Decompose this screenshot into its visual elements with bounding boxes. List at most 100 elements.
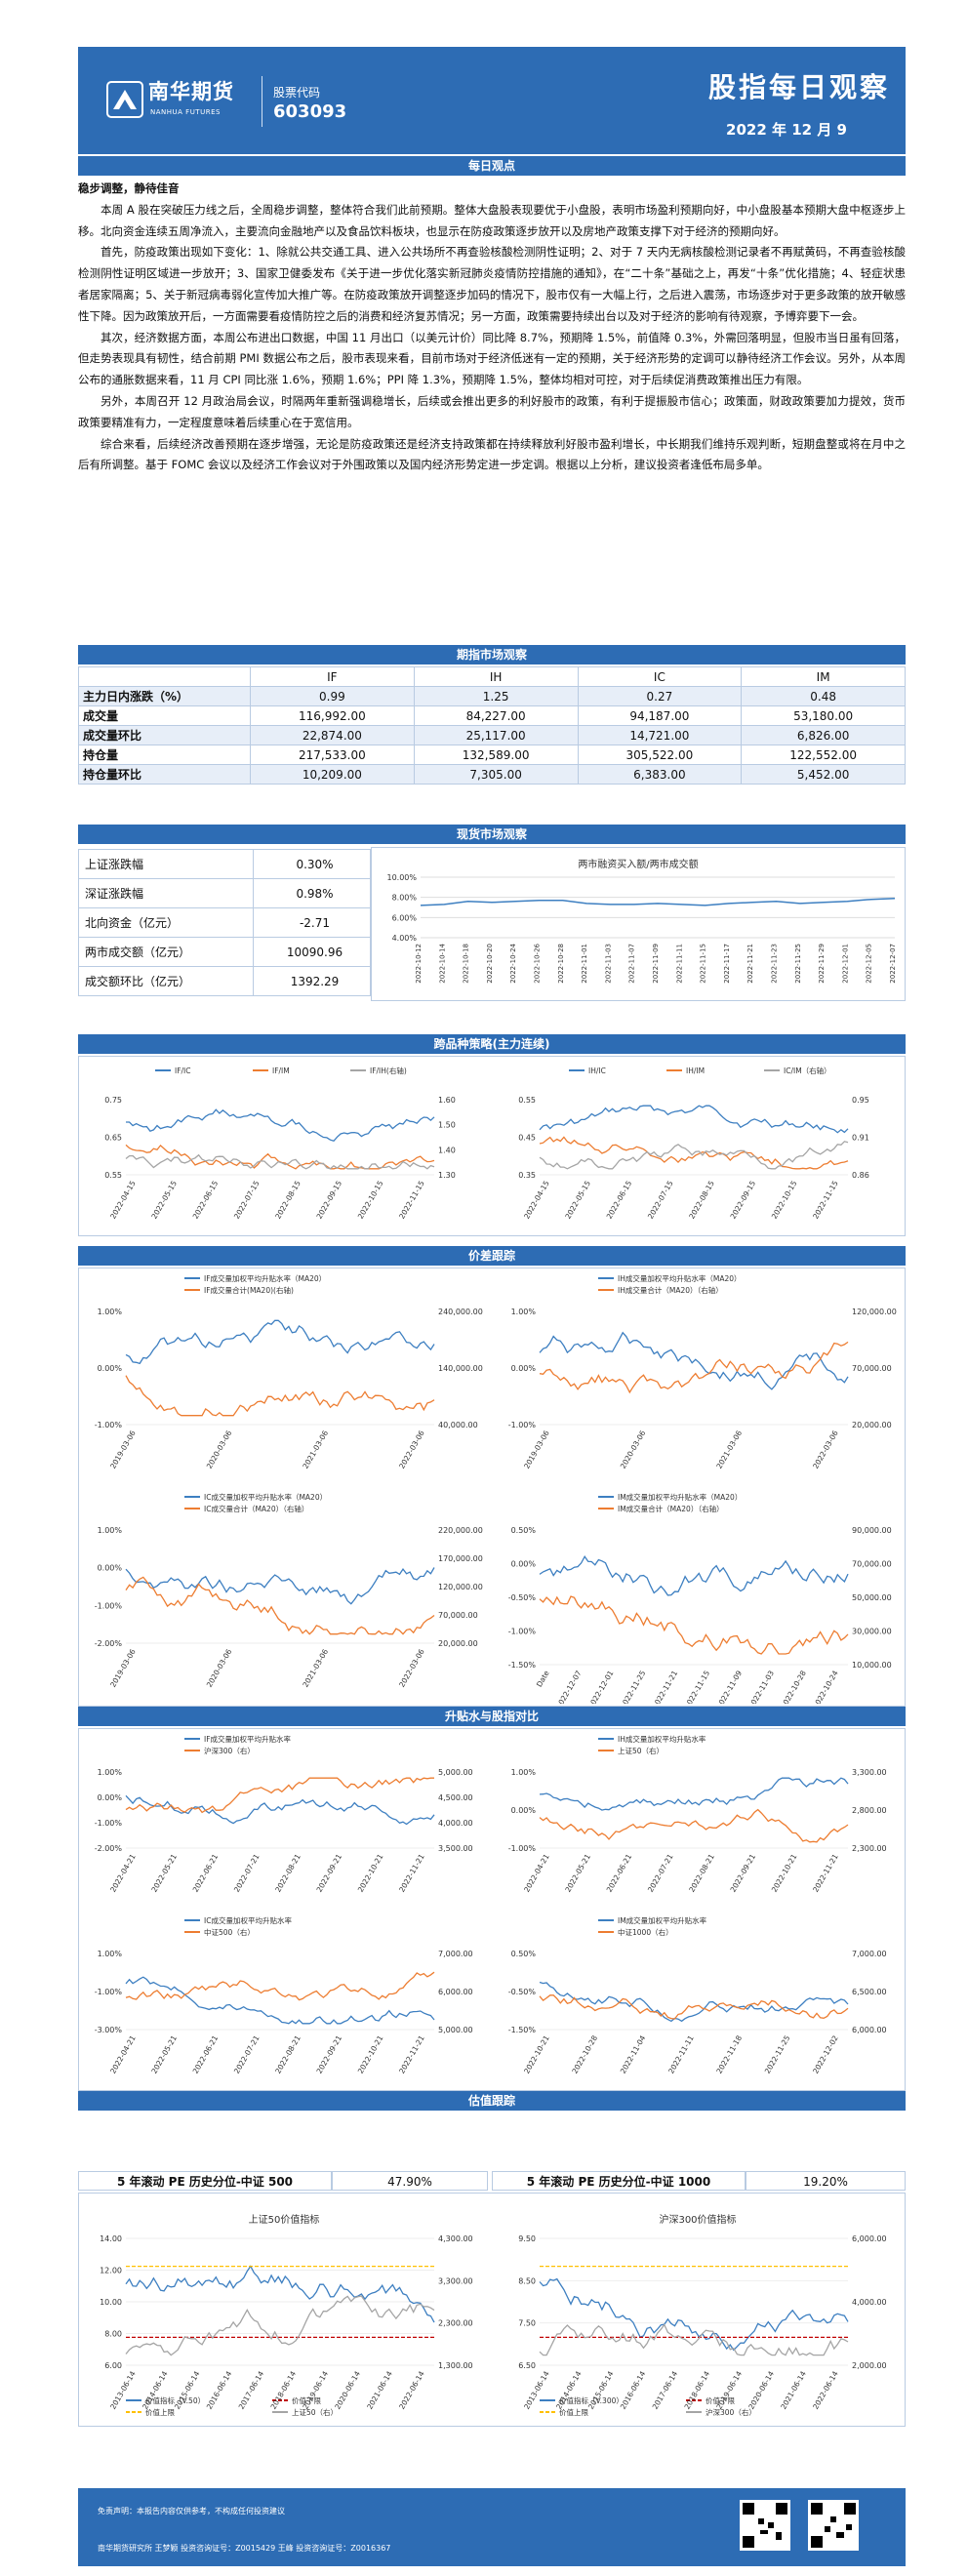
y-tick-label: 7.50 xyxy=(518,2319,536,2328)
x-tick-label: 2022-12-01 xyxy=(586,1669,616,1704)
cell-value: 0.99 xyxy=(250,686,415,706)
x-tick-label: 2022-10-12 xyxy=(415,944,423,984)
y-tick-label: 6.50 xyxy=(518,2361,536,2370)
y-tick-label: 4,500.00 xyxy=(438,1793,473,1802)
chart-title: 两市融资买入额/两市成交额 xyxy=(578,858,698,870)
x-tick-label: 2022-11-15 xyxy=(811,1179,840,1220)
y-tick-label: 1.00% xyxy=(511,1768,537,1777)
x-tick-label: 2022-06-15 xyxy=(191,1179,221,1220)
series-line xyxy=(125,1153,435,1170)
y-tick-label: 0.45 xyxy=(518,1134,536,1143)
legend-label: IF成交量合计(MA20)(右轴) xyxy=(204,1285,294,1295)
x-tick-label: 2021-03-06 xyxy=(301,1647,330,1688)
x-tick-label: 2022-10-24 xyxy=(811,1669,840,1704)
cell-value: 94,187.00 xyxy=(577,705,743,726)
x-tick-label: 2022-10-15 xyxy=(356,1179,385,1220)
x-tick-label: 2022-10-28 xyxy=(779,1669,808,1704)
y-tick-label: 6.00% xyxy=(392,913,418,922)
y-tick-label: 0.00% xyxy=(98,1564,123,1573)
cell-value: 84,227.00 xyxy=(413,705,579,726)
cell-value: 116,992.00 xyxy=(250,705,415,726)
legend-label: IC/IM（右轴） xyxy=(784,1066,831,1075)
x-tick-label: 2022-04-21 xyxy=(522,1852,551,1893)
legend-label: 价值下限 xyxy=(292,2395,321,2405)
cell-value: 122,552.00 xyxy=(741,745,906,765)
nanhua-logo-icon xyxy=(106,81,143,118)
x-tick-label: 2022-05-15 xyxy=(563,1179,592,1220)
legend-label: IH成交量加权平均升贴水率（MA20） xyxy=(618,1273,742,1283)
y-tick-label: 8.50 xyxy=(518,2276,536,2285)
cell-value: 25,117.00 xyxy=(413,725,579,745)
price-chart-im: IM成交量加权平均升贴水率（MA20） IM成交量合计（MA20）（右轴） 0.50… xyxy=(508,1492,892,1704)
y-tick-label: -2.00% xyxy=(95,1844,123,1853)
daily-headline: 稳步调整，静待佳音 xyxy=(78,181,180,195)
x-tick-label: 2019-03-06 xyxy=(108,1429,138,1469)
pe-percentile-label-500: 5 年滚动 PE 历史分位-中证 500 xyxy=(78,2171,332,2191)
series-line xyxy=(539,1994,849,2020)
x-tick-label: 2022-11-17 xyxy=(723,944,731,984)
x-tick-label: 2022-11-11 xyxy=(675,944,683,984)
brand-english: NANHUA FUTURES xyxy=(150,108,221,116)
y-tick-label: 5,000.00 xyxy=(438,2026,473,2034)
series-line xyxy=(539,1141,849,1170)
cell-value: 0.27 xyxy=(577,686,743,706)
cell-value: 1.25 xyxy=(413,686,579,706)
y-tick-label: 40,000.00 xyxy=(438,1421,478,1429)
x-tick-label: 2020-06-14 xyxy=(746,2369,776,2410)
daily-view-text: 稳步调整，静待佳音 本周 A 股在突破压力线之后，全周稳步调整，整体符合我们此前… xyxy=(78,179,906,476)
price-spread-charts: IF成交量加权平均升贴水率（MA20） IF成交量合计(MA20)(右轴) 1.00… xyxy=(78,1268,906,1707)
x-tick-label: 2022-11-25 xyxy=(794,944,802,984)
spread-charts: IF/IC IF/IM IF/IH(右轴) 0.75 0.65 0.55 1.60 1.50 1… xyxy=(78,1056,906,1236)
x-tick-label: 2020-03-06 xyxy=(205,1647,234,1688)
cell-value: 10,209.00 xyxy=(250,764,415,785)
x-tick-label: 2021-03-06 xyxy=(301,1429,330,1469)
x-tick-label: 2022-10-21 xyxy=(356,2033,385,2074)
legend-label: IF/IH(右轴) xyxy=(370,1066,407,1075)
x-tick-label: 2022-07-21 xyxy=(232,1852,262,1893)
spot-row: 深证涨跌幅 0.98% xyxy=(78,878,371,908)
y-tick-label: 6,000.00 xyxy=(852,2026,887,2034)
legend-label: IC成交量加权平均升贴水率 xyxy=(204,1915,292,1925)
y-tick-label: 2,300.00 xyxy=(852,1844,887,1853)
y-tick-label: 0.00% xyxy=(98,1364,123,1373)
y-tick-label: 0.95 xyxy=(852,1096,869,1105)
futures-table: IF IH IC IM 主力日内涨跌（%） 0.99 1.25 0.27 0.48 成交量… xyxy=(78,666,906,785)
valuation-charts: 上证50价值指标 价值指标（V.50） 价值下限 价值上限 上证50（右） 14.00 12… xyxy=(78,2193,906,2427)
section-daily-view: 每日观点 xyxy=(78,156,906,176)
x-tick-label: 2022-11-04 xyxy=(619,2033,648,2074)
y-tick-label: 0.35 xyxy=(518,1171,536,1180)
cell-value: 0.30% xyxy=(253,849,371,879)
cell-value: 6,826.00 xyxy=(741,725,906,745)
y-tick-label: -0.50% xyxy=(508,1988,537,1996)
series-line xyxy=(539,1136,849,1170)
legend-label: IC成交量加权平均升贴水率（MA20） xyxy=(204,1492,327,1502)
x-tick-label: 2022-10-28 xyxy=(570,2033,599,2074)
x-tick-label: 2022-08-15 xyxy=(687,1179,716,1220)
series-line xyxy=(539,1777,849,1811)
futures-row: 持仓量环比 10,209.00 7,305.00 6,383.00 5,452.00 xyxy=(78,764,906,785)
y-tick-label: -1.50% xyxy=(508,1661,537,1670)
y-tick-label: 8.00% xyxy=(392,894,418,903)
x-tick-label: 2022-03-06 xyxy=(397,1647,426,1688)
qr-code-icon xyxy=(808,2500,859,2551)
legend-label: 价值上限 xyxy=(559,2407,588,2417)
pe-percentile-label-1000: 5 年滚动 PE 历史分位-中证 1000 xyxy=(492,2171,746,2191)
x-tick-label: 2022-08-15 xyxy=(273,1179,302,1220)
legend-label: IH/IC xyxy=(588,1067,606,1075)
series-line xyxy=(539,1105,849,1134)
series-line xyxy=(125,1319,435,1365)
x-tick-label: 2022-06-21 xyxy=(605,1852,634,1893)
x-tick-label: 2020-06-14 xyxy=(333,2369,362,2410)
x-tick-label: 2021-06-14 xyxy=(365,2369,394,2410)
row-label: 持仓量环比 xyxy=(78,764,251,785)
y-tick-label: 4,000.00 xyxy=(438,1819,473,1828)
qr-code-icon xyxy=(740,2500,790,2551)
legend-label: IM成交量加权平均升贴水率（MA20） xyxy=(618,1492,742,1502)
spot-row: 成交额环比（亿元） 1392.29 xyxy=(78,966,371,996)
legend-label: IM成交量合计（MA20）（右轴） xyxy=(618,1504,724,1513)
price-chart-ic: IC成交量加权平均升贴水率（MA20） IC成交量合计（MA20）（右轴） 1.00… xyxy=(95,1492,483,1689)
futures-row: 成交量 116,992.00 84,227.00 94,187.00 53,180.00 xyxy=(78,705,906,726)
row-label: 持仓量 xyxy=(78,745,251,765)
cell-value: 305,522.00 xyxy=(577,745,743,765)
